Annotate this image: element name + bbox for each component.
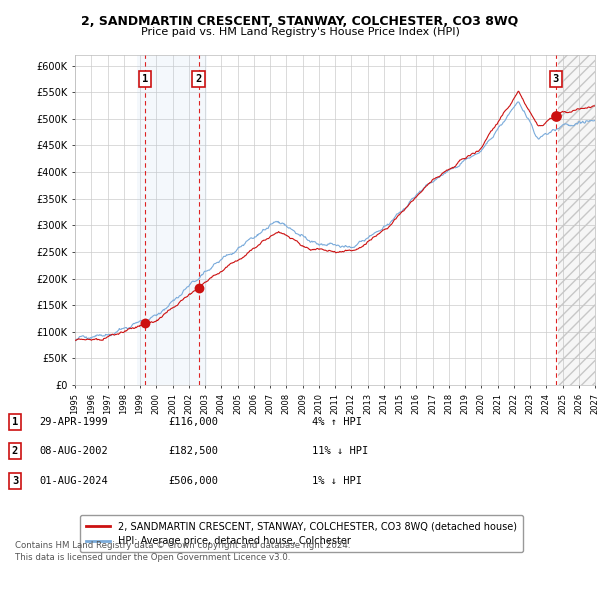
Bar [559,55,595,385]
Text: 11% ↓ HPI: 11% ↓ HPI [312,447,368,456]
Bar [559,55,595,385]
Text: £506,000: £506,000 [168,476,218,486]
Text: 2: 2 [196,74,202,84]
Text: 1% ↓ HPI: 1% ↓ HPI [312,476,362,486]
Text: This data is licensed under the Open Government Licence v3.0.: This data is licensed under the Open Gov… [15,553,290,562]
Bar [137,55,206,385]
Text: 3: 3 [12,476,18,486]
Text: 3: 3 [553,74,559,84]
Legend: 2, SANDMARTIN CRESCENT, STANWAY, COLCHESTER, CO3 8WQ (detached house), HPI: Aver: 2, SANDMARTIN CRESCENT, STANWAY, COLCHES… [80,515,523,552]
Text: 1: 1 [142,74,148,84]
Text: 1: 1 [12,417,18,427]
Text: Contains HM Land Registry data © Crown copyright and database right 2024.: Contains HM Land Registry data © Crown c… [15,541,350,550]
Text: 2: 2 [12,447,18,456]
Text: 01-AUG-2024: 01-AUG-2024 [39,476,108,486]
Point [551,111,560,120]
Text: £182,500: £182,500 [168,447,218,456]
Point [140,319,150,328]
Text: 2, SANDMARTIN CRESCENT, STANWAY, COLCHESTER, CO3 8WQ: 2, SANDMARTIN CRESCENT, STANWAY, COLCHES… [82,15,518,28]
Text: Price paid vs. HM Land Registry's House Price Index (HPI): Price paid vs. HM Land Registry's House … [140,27,460,37]
Text: 4% ↑ HPI: 4% ↑ HPI [312,417,362,427]
Text: £116,000: £116,000 [168,417,218,427]
Text: 29-APR-1999: 29-APR-1999 [39,417,108,427]
Point [194,283,203,293]
Text: 08-AUG-2002: 08-AUG-2002 [39,447,108,456]
